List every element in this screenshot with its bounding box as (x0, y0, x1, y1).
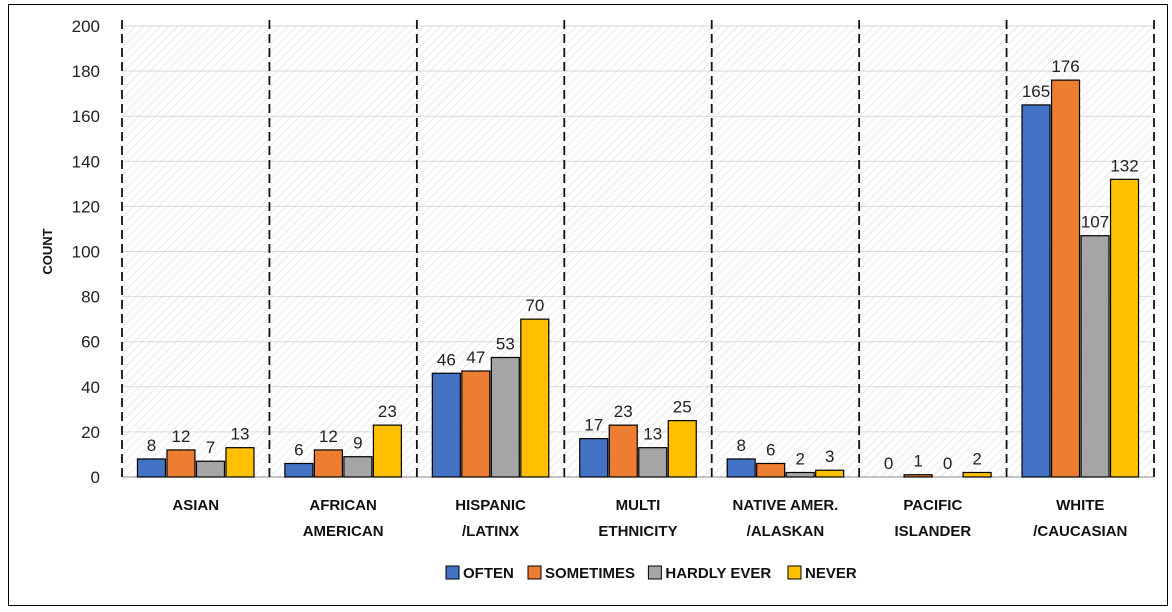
legend-swatch-often (445, 565, 460, 580)
data-label: 8 (147, 436, 156, 455)
data-label: 165 (1022, 82, 1050, 101)
category-label: ASIAN (172, 497, 219, 514)
data-label: 13 (231, 425, 250, 444)
category-label: HISPANIC (455, 497, 526, 514)
category-label: /LATINX (462, 523, 519, 540)
legend-swatch-hardly-ever (647, 565, 662, 580)
legend-label: NEVER (805, 565, 857, 582)
category-label: MULTI (616, 497, 661, 514)
legend-swatch-never (787, 565, 802, 580)
bar-sometimes (461, 370, 491, 478)
bar-never (667, 420, 697, 478)
bar-never (815, 469, 845, 478)
y-tick-label: 180 (72, 62, 100, 81)
bar-hardly-ever (343, 456, 373, 478)
bar-often (579, 438, 609, 478)
category-label: PACIFIC (903, 497, 962, 514)
y-tick-label: 120 (72, 197, 100, 216)
data-label: 12 (172, 427, 191, 446)
bar-hardly-ever (195, 460, 226, 478)
y-tick-label: 160 (72, 107, 100, 126)
category-label: /CAUCASIAN (1033, 523, 1127, 540)
data-label: 7 (206, 438, 215, 457)
category-label: /ALASKAN (747, 523, 825, 540)
bar-sometimes (756, 462, 786, 478)
bar-sometimes (166, 449, 196, 478)
category-label: AFRICAN (309, 497, 377, 514)
data-label: 3 (825, 447, 834, 466)
data-label: 8 (736, 436, 745, 455)
legend-swatch-sometimes (527, 565, 542, 580)
data-label: 25 (673, 398, 692, 417)
data-label: 70 (525, 296, 544, 315)
data-label: 46 (437, 350, 456, 369)
category-label: WHITE (1056, 497, 1104, 514)
y-tick-label: 140 (72, 152, 100, 171)
y-tick-label: 100 (72, 243, 100, 262)
bar-often (1021, 104, 1051, 478)
data-label: 9 (353, 434, 362, 453)
data-label: 107 (1081, 213, 1109, 232)
data-label: 53 (496, 334, 515, 353)
bar-hardly-ever (638, 447, 668, 478)
data-label: 6 (294, 440, 303, 459)
y-tick-label: 80 (81, 288, 100, 307)
data-label: 132 (1110, 156, 1138, 175)
bar-never (520, 318, 550, 478)
bar-hardly-ever (490, 356, 520, 478)
category-label: NATIVE AMER. (733, 497, 839, 514)
data-label: 17 (584, 416, 603, 435)
category-label: ISLANDER (895, 523, 972, 540)
legend-label: HARDLY EVER (665, 565, 771, 582)
bar-never (962, 471, 992, 478)
y-tick-label: 40 (81, 378, 100, 397)
data-label: 176 (1051, 57, 1079, 76)
category-label: AMERICAN (303, 523, 384, 540)
data-label: 23 (614, 402, 633, 421)
bar-hardly-ever (1080, 235, 1110, 478)
bar-often (431, 372, 461, 478)
category-label: ETHNICITY (598, 523, 677, 540)
data-label: 6 (766, 440, 775, 459)
bar-never (1109, 178, 1140, 478)
y-tick-label: 20 (81, 423, 100, 442)
bar-sometimes (608, 424, 638, 478)
bar-never (225, 447, 255, 478)
bar-never (372, 424, 402, 478)
y-tick-label: 0 (91, 468, 100, 487)
bar-sometimes (313, 449, 343, 478)
data-label: 23 (378, 402, 397, 421)
y-tick-label: 60 (81, 333, 100, 352)
bar-sometimes (903, 474, 933, 478)
y-tick-label: 200 (72, 17, 100, 36)
legend-label: SOMETIMES (545, 565, 635, 582)
data-label: 47 (466, 348, 485, 367)
bar-often (284, 462, 314, 478)
bar-often (136, 458, 167, 478)
data-label: 12 (319, 427, 338, 446)
bar-often (726, 458, 756, 478)
data-label: 0 (884, 454, 893, 473)
bar-hardly-ever (785, 471, 815, 478)
legend-label: OFTEN (463, 565, 514, 582)
data-label: 2 (795, 449, 804, 468)
data-label: 1 (913, 452, 922, 471)
data-label: 0 (943, 454, 952, 473)
y-axis-title: COUNT (40, 228, 55, 274)
data-label: 13 (643, 425, 662, 444)
bar-sometimes (1050, 79, 1081, 478)
data-label: 2 (972, 449, 981, 468)
